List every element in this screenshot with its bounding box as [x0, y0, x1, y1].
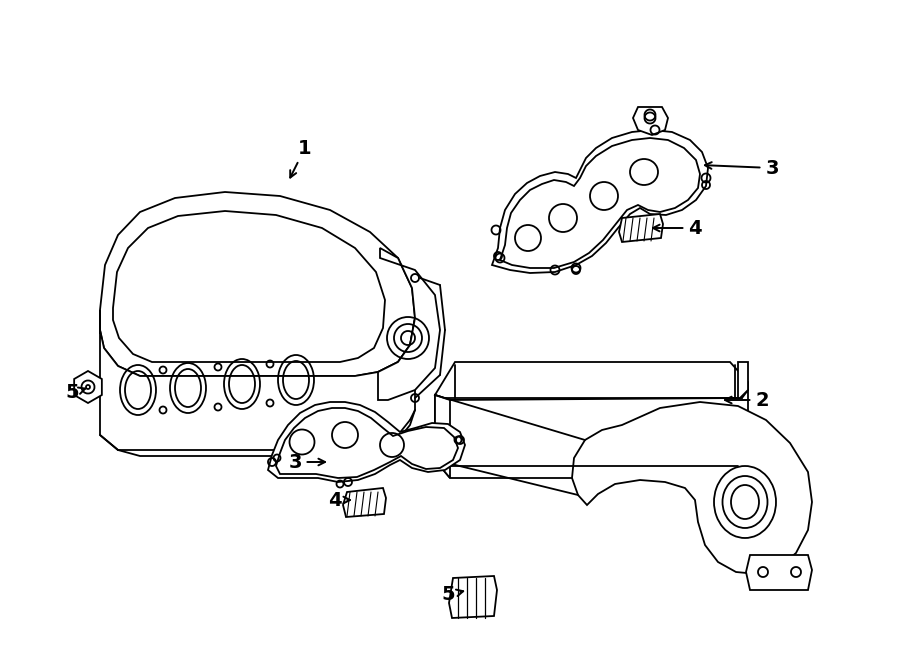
Polygon shape — [276, 408, 458, 478]
Polygon shape — [435, 395, 450, 478]
Polygon shape — [378, 248, 440, 400]
Polygon shape — [500, 138, 700, 268]
Text: 3: 3 — [288, 453, 325, 471]
Polygon shape — [738, 362, 748, 398]
Polygon shape — [435, 390, 748, 478]
Polygon shape — [633, 107, 668, 135]
Polygon shape — [268, 402, 465, 482]
Polygon shape — [492, 130, 708, 273]
Polygon shape — [74, 371, 102, 403]
Text: 1: 1 — [290, 139, 311, 178]
Polygon shape — [100, 192, 415, 376]
Polygon shape — [343, 488, 386, 517]
Text: 2: 2 — [725, 391, 769, 410]
Text: 5: 5 — [65, 383, 86, 403]
Text: 4: 4 — [653, 219, 702, 237]
Polygon shape — [100, 310, 415, 456]
Polygon shape — [572, 402, 812, 574]
Polygon shape — [619, 214, 663, 242]
Text: 5: 5 — [441, 586, 464, 605]
Polygon shape — [746, 555, 812, 590]
Polygon shape — [113, 211, 385, 362]
Text: 4: 4 — [328, 490, 350, 510]
Polygon shape — [449, 576, 497, 618]
Text: 3: 3 — [705, 159, 778, 178]
Polygon shape — [435, 362, 748, 400]
